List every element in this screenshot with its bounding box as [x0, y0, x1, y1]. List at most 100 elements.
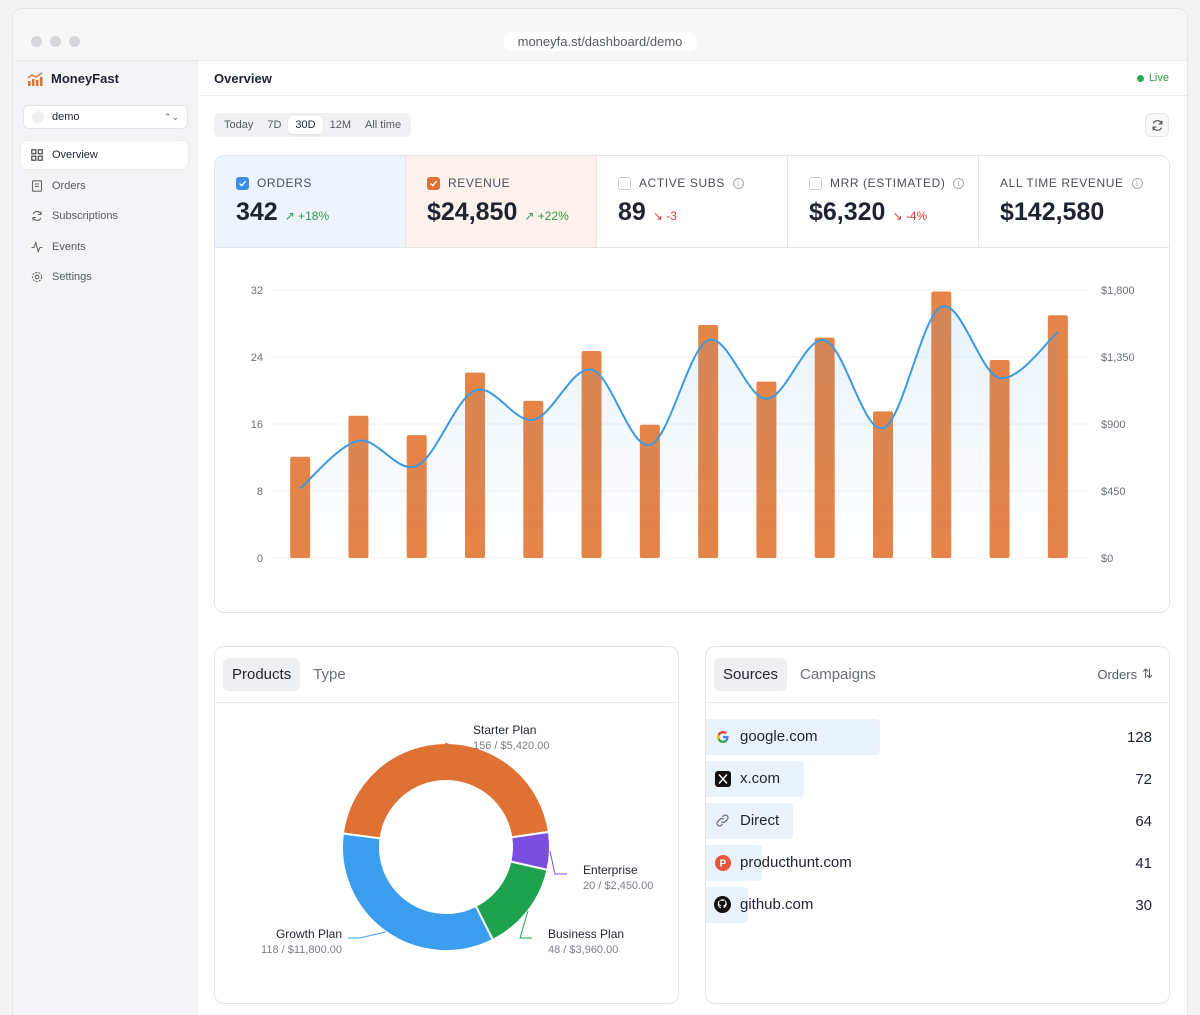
svg-text:P: P [719, 858, 726, 869]
left-axis-tick: 16 [251, 419, 263, 431]
metric-delta: ↘ -4% [892, 209, 928, 223]
sort-arrows-icon: ⇅ [1142, 666, 1153, 681]
refresh-icon [32, 211, 42, 221]
checkbox-checked-icon[interactable] [427, 176, 440, 190]
metric-all-time-revenue[interactable]: ALL TIME REVENUE i $142,580 [979, 156, 1169, 247]
source-bar [706, 719, 880, 755]
live-dot-icon [1136, 74, 1144, 82]
metric-label: REVENUE [448, 176, 511, 190]
google-icon [714, 728, 731, 745]
sidebar-item-label: Overview [52, 149, 98, 161]
metric-active-subs[interactable]: ACTIVE SUBS i 89 ↘ -3 [597, 156, 788, 247]
sort-label: Orders [1097, 666, 1138, 682]
source-name: producthunt.com [740, 854, 852, 871]
address-bar[interactable]: moneyfa.st/dashboard/demo [503, 32, 697, 51]
minimize-dot[interactable] [50, 36, 61, 47]
source-row-google[interactable]: google.com 128 [706, 719, 1169, 755]
orders-area [300, 306, 1058, 558]
range-30d[interactable]: 30D [288, 116, 323, 134]
sidebar-item-events[interactable]: Events [21, 233, 188, 261]
source-row-producthunt[interactable]: P producthunt.com 41 [706, 845, 1169, 881]
left-axis-tick: 32 [251, 285, 263, 297]
title-bar: moneyfa.st/dashboard/demo [13, 9, 1187, 61]
metric-value: 89 [618, 198, 646, 226]
tab-type[interactable]: Type [313, 666, 346, 683]
metric-mrr[interactable]: MRR (ESTIMATED) i $6,320 ↘ -4% [788, 156, 979, 247]
trend-up-icon: ↗ [524, 209, 535, 223]
tab-products[interactable]: Products [223, 658, 301, 691]
checkbox-icon[interactable] [809, 176, 822, 190]
sort-orders-button[interactable]: Orders ⇅ [1097, 666, 1153, 682]
page-title: Overview [214, 71, 272, 86]
info-icon[interactable]: i [1131, 177, 1143, 189]
source-name: google.com [740, 728, 818, 745]
live-status: Live [1136, 72, 1169, 84]
orders-line[interactable] [299, 305, 1059, 490]
slice-label: Business Plan [548, 927, 624, 941]
metrics-chart-card: ORDERS 342 ↗ +18% REVENUE $24,850 ↗ +22% [214, 155, 1170, 613]
sources-tabs: Sources Campaigns Orders ⇅ [706, 647, 1169, 703]
source-count: 72 [1135, 771, 1152, 788]
metric-label: MRR (ESTIMATED) [830, 176, 946, 190]
trend-down-icon: ↘ [652, 209, 663, 223]
metric-value: 342 [236, 198, 278, 226]
sources-list: google.com 128 x.com 72 [706, 719, 1169, 929]
close-dot[interactable] [31, 36, 42, 47]
slice-sublabel: 48 / $3,960.00 [548, 944, 618, 956]
products-card: Products Type Starter Plan 156 / $5,420.0… [214, 646, 679, 1004]
metric-value: $6,320 [809, 198, 886, 226]
metric-orders[interactable]: ORDERS 342 ↗ +18% [215, 156, 406, 247]
chevron-updown-icon: ⌃⌄ [163, 111, 179, 122]
sources-card: Sources Campaigns Orders ⇅ google.com [705, 646, 1170, 1004]
metric-revenue[interactable]: REVENUE $24,850 ↗ +22% [406, 156, 597, 247]
donut-slice[interactable] [341, 832, 495, 952]
sidebar-item-orders[interactable]: Orders [21, 172, 188, 200]
source-row-direct[interactable]: Direct 64 [706, 803, 1169, 839]
refresh-button[interactable] [1145, 113, 1169, 137]
slice-label: Starter Plan [473, 723, 536, 737]
checkbox-checked-icon[interactable] [236, 176, 249, 190]
range-12m[interactable]: 12M [329, 119, 352, 131]
source-count: 30 [1135, 897, 1152, 914]
brand[interactable]: MoneyFast [27, 71, 119, 86]
metrics-row: ORDERS 342 ↗ +18% REVENUE $24,850 ↗ +22% [215, 156, 1169, 248]
gear-icon [31, 271, 43, 283]
project-selector[interactable]: demo ⌃⌄ [23, 105, 188, 129]
checkbox-icon[interactable] [618, 176, 631, 190]
maximize-dot[interactable] [69, 36, 80, 47]
donut-slice[interactable] [341, 742, 551, 840]
range-7d[interactable]: 7D [267, 119, 282, 131]
sidebar-item-subscriptions[interactable]: Subscriptions [21, 202, 188, 230]
range-today[interactable]: Today [224, 119, 254, 131]
sidebar-item-label: Settings [52, 271, 92, 283]
info-icon[interactable]: i [732, 177, 744, 189]
github-icon [714, 896, 731, 913]
live-label: Live [1148, 72, 1169, 84]
right-axis-tick: $0 [1101, 553, 1113, 565]
source-name: x.com [740, 770, 781, 787]
slice-leader-line [348, 931, 386, 939]
page-header: Overview Live [199, 61, 1187, 96]
metric-label: ACTIVE SUBS [639, 176, 725, 190]
source-row-github[interactable]: github.com 30 [706, 887, 1169, 923]
left-axis-tick: 0 [257, 553, 263, 565]
source-count: 41 [1135, 855, 1152, 872]
slice-label: Enterprise [583, 863, 638, 877]
sidebar-item-label: Subscriptions [52, 210, 119, 222]
sidebar-item-overview[interactable]: Overview [21, 141, 188, 169]
main-content: Overview Live Today 7D 30D 12M All time … [199, 61, 1187, 1015]
tab-campaigns[interactable]: Campaigns [800, 666, 876, 683]
x-icon [714, 770, 731, 787]
sidebar-item-settings[interactable]: Settings [21, 263, 188, 291]
slice-leader-line [445, 742, 475, 751]
source-name: github.com [740, 896, 814, 913]
chart-logo-icon [27, 71, 43, 86]
right-axis-tick: $900 [1101, 419, 1125, 431]
slice-sublabel: 118 / $11,800.00 [261, 944, 342, 956]
tab-sources[interactable]: Sources [714, 658, 788, 691]
info-icon[interactable]: i [953, 177, 965, 189]
source-row-x[interactable]: x.com 72 [706, 761, 1169, 797]
range-all-time[interactable]: All time [365, 119, 402, 131]
link-icon [714, 812, 731, 829]
metric-delta: ↗ +18% [284, 209, 330, 223]
